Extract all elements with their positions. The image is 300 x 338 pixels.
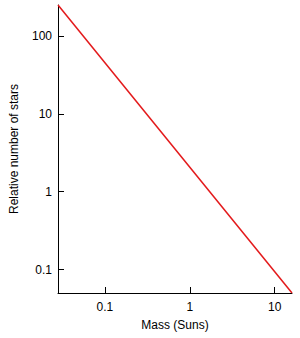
svg-text:Relative number of stars: Relative number of stars xyxy=(7,84,21,214)
svg-text:0.1: 0.1 xyxy=(97,300,114,314)
svg-text:10: 10 xyxy=(39,107,53,121)
svg-text:0.1: 0.1 xyxy=(35,263,52,277)
svg-text:10: 10 xyxy=(268,300,282,314)
svg-text:1: 1 xyxy=(45,185,52,199)
svg-text:Mass (Suns): Mass (Suns) xyxy=(141,318,208,332)
svg-text:1: 1 xyxy=(186,300,193,314)
svg-text:100: 100 xyxy=(32,29,52,43)
